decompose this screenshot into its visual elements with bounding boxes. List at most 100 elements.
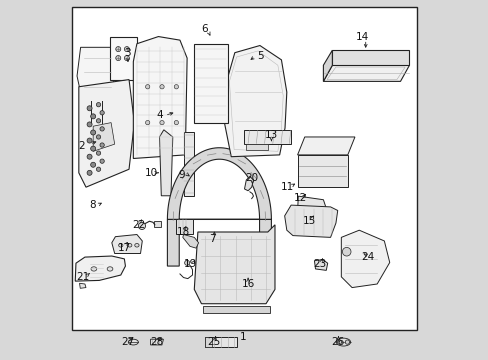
Text: 15: 15: [302, 216, 315, 226]
Circle shape: [124, 55, 129, 60]
Text: 16: 16: [241, 279, 254, 289]
Text: 5: 5: [257, 51, 264, 61]
Bar: [175, 219, 192, 234]
Polygon shape: [332, 50, 408, 65]
Text: 14: 14: [355, 32, 369, 41]
Bar: [246, 144, 267, 149]
Text: 10: 10: [144, 168, 158, 178]
Circle shape: [90, 146, 96, 151]
Ellipse shape: [119, 243, 122, 247]
Bar: [154, 221, 160, 227]
Polygon shape: [314, 260, 327, 270]
Text: 4: 4: [157, 111, 163, 121]
Text: 2: 2: [78, 141, 84, 151]
Text: 19: 19: [183, 259, 197, 269]
Text: 21: 21: [76, 272, 89, 282]
Polygon shape: [297, 155, 347, 187]
Text: 27: 27: [121, 337, 134, 347]
Polygon shape: [150, 339, 163, 345]
Text: 3: 3: [124, 48, 131, 58]
Circle shape: [90, 130, 96, 135]
Ellipse shape: [127, 243, 132, 247]
Circle shape: [100, 143, 104, 147]
Circle shape: [174, 85, 178, 89]
Bar: [110, 37, 137, 80]
Text: 12: 12: [293, 193, 306, 203]
Circle shape: [124, 46, 129, 51]
Circle shape: [96, 135, 101, 139]
Ellipse shape: [107, 267, 113, 271]
Polygon shape: [194, 225, 274, 304]
Text: 17: 17: [118, 243, 131, 253]
Text: 13: 13: [264, 130, 278, 140]
Circle shape: [174, 121, 178, 125]
Text: 6: 6: [202, 24, 208, 35]
Ellipse shape: [128, 339, 138, 345]
Polygon shape: [341, 230, 389, 288]
Text: 9: 9: [178, 170, 184, 180]
Polygon shape: [80, 283, 86, 288]
Ellipse shape: [135, 243, 139, 247]
Polygon shape: [133, 37, 187, 158]
Polygon shape: [167, 148, 271, 266]
Polygon shape: [297, 196, 326, 216]
Polygon shape: [323, 50, 332, 81]
Text: 24: 24: [361, 252, 374, 262]
Text: 25: 25: [207, 337, 220, 347]
Text: 20: 20: [244, 173, 258, 183]
Polygon shape: [93, 123, 115, 151]
Polygon shape: [224, 45, 286, 157]
Polygon shape: [159, 130, 172, 196]
Circle shape: [184, 260, 189, 265]
Circle shape: [345, 340, 349, 344]
Circle shape: [160, 121, 164, 125]
Text: 28: 28: [150, 337, 163, 347]
Circle shape: [87, 138, 92, 143]
Circle shape: [96, 151, 101, 155]
Circle shape: [87, 106, 92, 111]
Circle shape: [87, 170, 92, 175]
Text: 1: 1: [239, 332, 245, 342]
Circle shape: [100, 127, 104, 131]
Circle shape: [342, 247, 350, 256]
Circle shape: [96, 167, 101, 171]
Bar: [244, 130, 290, 144]
Circle shape: [138, 222, 145, 229]
Ellipse shape: [336, 338, 350, 346]
Circle shape: [160, 85, 164, 89]
Polygon shape: [112, 234, 142, 253]
Circle shape: [100, 111, 104, 115]
Polygon shape: [77, 47, 115, 101]
Circle shape: [87, 154, 92, 159]
Text: 8: 8: [89, 200, 95, 210]
Text: 11: 11: [280, 182, 294, 192]
Circle shape: [90, 162, 96, 167]
Circle shape: [145, 85, 149, 89]
Polygon shape: [79, 80, 134, 187]
Bar: [203, 306, 269, 313]
Polygon shape: [297, 137, 354, 155]
Text: 7: 7: [208, 234, 215, 244]
Polygon shape: [183, 234, 198, 248]
Circle shape: [337, 340, 341, 344]
Text: 22: 22: [132, 220, 145, 230]
Circle shape: [90, 114, 96, 119]
Circle shape: [96, 103, 101, 107]
Ellipse shape: [91, 267, 97, 271]
Polygon shape: [244, 176, 253, 191]
Circle shape: [116, 55, 121, 60]
Text: 26: 26: [330, 337, 344, 347]
Text: 18: 18: [177, 227, 190, 237]
Polygon shape: [323, 65, 408, 81]
Circle shape: [96, 119, 101, 123]
Polygon shape: [284, 205, 337, 237]
Bar: [204, 337, 236, 347]
Text: 23: 23: [312, 259, 326, 269]
Circle shape: [87, 122, 92, 127]
Polygon shape: [75, 256, 125, 281]
Circle shape: [100, 159, 104, 163]
Bar: [204, 337, 211, 347]
Bar: [193, 44, 227, 123]
Bar: [183, 132, 194, 196]
Circle shape: [116, 46, 121, 51]
